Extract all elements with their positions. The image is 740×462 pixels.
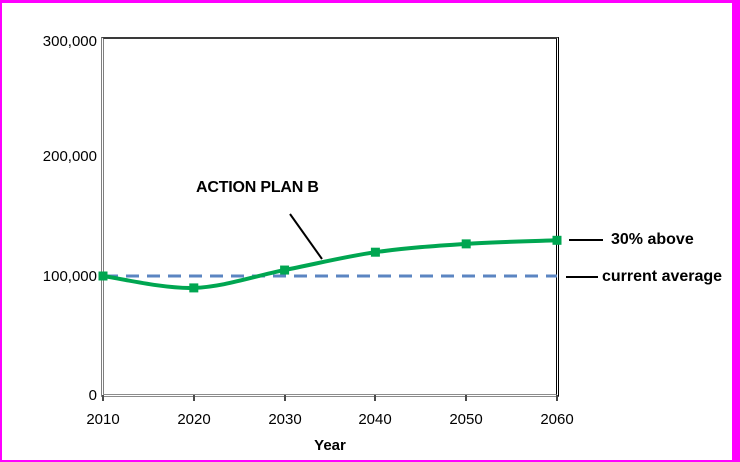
x-axis-tick-label: 2020 [177, 411, 211, 428]
annotation-30-above: 30% above [611, 231, 694, 248]
leader-line-current-average [566, 276, 598, 278]
x-axis-tick-label: 2010 [86, 411, 120, 428]
leader-line-30-above [569, 239, 603, 241]
x-axis-tick [193, 395, 195, 401]
y-axis-tick-label: 0 [88, 387, 97, 404]
x-axis-tick [284, 395, 286, 401]
x-axis-tick-label: 2060 [540, 411, 574, 428]
y-axis-tick-label: 300,000 [42, 33, 97, 50]
x-axis-tick-label: 2030 [268, 411, 302, 428]
x-axis-tick [465, 395, 467, 401]
annotation-current-average: current average [602, 268, 723, 285]
x-axis-tick-label: 2050 [449, 411, 483, 428]
x-axis-title: Year [314, 437, 346, 454]
x-axis-tick [556, 395, 558, 401]
series-label-action-plan-b: ACTION PLAN B [196, 179, 319, 196]
y-axis-tick-label: 200,000 [42, 148, 97, 165]
x-axis-tick-label: 2040 [358, 411, 392, 428]
plot-area [101, 37, 559, 397]
x-axis-tick [102, 395, 104, 401]
x-axis-tick [374, 395, 376, 401]
y-axis-tick-label: 100,000 [42, 268, 97, 285]
